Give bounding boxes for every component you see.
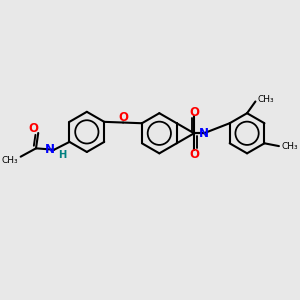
Text: O: O — [118, 111, 128, 124]
Text: O: O — [189, 148, 199, 161]
Text: N: N — [199, 127, 209, 140]
Text: CH₃: CH₃ — [258, 95, 274, 104]
Text: N: N — [45, 143, 55, 156]
Text: CH₃: CH₃ — [2, 155, 18, 164]
Text: H: H — [58, 150, 66, 160]
Text: O: O — [28, 122, 38, 135]
Text: CH₃: CH₃ — [281, 142, 298, 151]
Text: O: O — [189, 106, 199, 118]
